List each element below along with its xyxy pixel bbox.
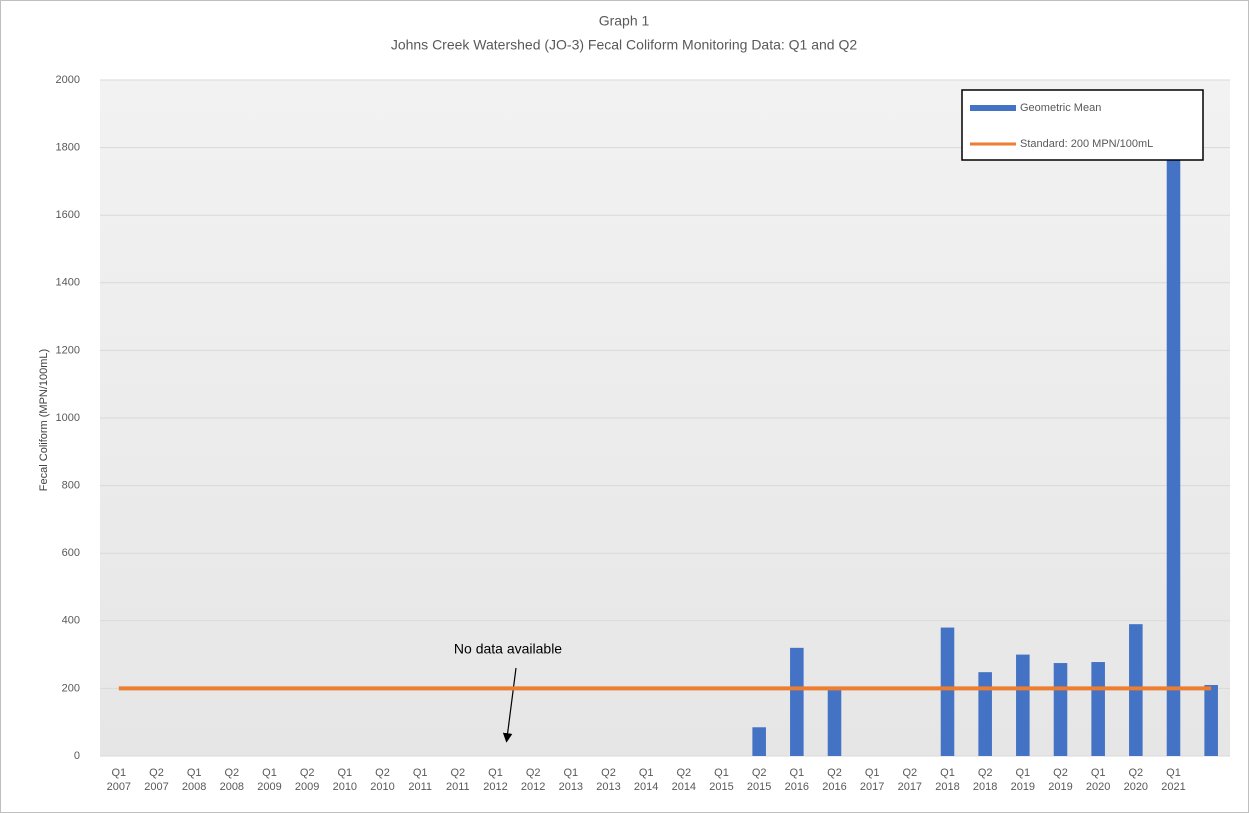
y-tick-label: 0 bbox=[74, 750, 80, 762]
y-tick-label: 200 bbox=[62, 682, 80, 694]
x-tick-label: Q2 2019 bbox=[1048, 767, 1073, 793]
y-tick-label: 1000 bbox=[56, 412, 80, 424]
bar bbox=[790, 647, 804, 756]
bar bbox=[978, 672, 992, 756]
x-tick-label: Q2 2011 bbox=[446, 767, 470, 793]
x-tick-label: Q2 2013 bbox=[596, 767, 621, 793]
y-tick-label: 400 bbox=[62, 615, 80, 627]
y-tick-label: 2000 bbox=[56, 74, 80, 86]
annotation-arrow bbox=[502, 667, 517, 743]
legend-box bbox=[961, 89, 1204, 161]
x-tick-label: Q1 2009 bbox=[257, 767, 282, 793]
x-tick-label: Q2 2014 bbox=[671, 767, 697, 793]
x-tick-label: Q1 2007 bbox=[106, 767, 132, 793]
x-tick-label: Q1 2015 bbox=[709, 767, 734, 793]
x-tick-label: Q1 2019 bbox=[1010, 767, 1036, 793]
y-tick-label: 600 bbox=[62, 547, 80, 559]
x-tick-label: Q1 2021 bbox=[1161, 767, 1186, 793]
y-axis-label: Fecal Coliform (MPN/100mL) bbox=[38, 349, 50, 491]
bar bbox=[940, 627, 955, 756]
legend-label: Geometric Mean bbox=[1020, 102, 1101, 114]
bar bbox=[827, 690, 842, 756]
x-tick-label: Q2 2015 bbox=[746, 767, 772, 793]
legend-label: Standard: 200 MPN/100mL bbox=[1020, 138, 1153, 150]
x-tick-label: Q2 2020 bbox=[1123, 767, 1149, 793]
x-tick-label: Q1 2018 bbox=[935, 767, 960, 793]
y-tick-label: 1600 bbox=[56, 209, 80, 221]
x-tick-label: Q1 2013 bbox=[558, 767, 584, 793]
x-tick-label: Q1 2008 bbox=[181, 767, 207, 793]
x-tick-label: Q1 2012 bbox=[483, 767, 508, 793]
x-tick-label: Q2 2017 bbox=[897, 767, 923, 793]
x-tick-label: Q1 2016 bbox=[784, 767, 810, 793]
legend-swatch bbox=[970, 105, 1016, 111]
x-tick-label: Q2 2018 bbox=[972, 767, 998, 793]
x-tick-label: Q2 2010 bbox=[370, 767, 395, 793]
annotation: No data available bbox=[454, 641, 562, 657]
x-tick-label: Q2 2008 bbox=[219, 767, 245, 793]
y-tick-label: 1200 bbox=[56, 344, 80, 356]
bar bbox=[1091, 662, 1105, 756]
bar bbox=[1053, 663, 1068, 756]
x-tick-label: Q2 2009 bbox=[294, 767, 320, 793]
y-tick-label: 1400 bbox=[56, 277, 80, 289]
bar bbox=[1204, 685, 1218, 756]
y-tick-label: 800 bbox=[62, 480, 80, 492]
chart-title: Graph 1 bbox=[599, 13, 650, 29]
bar bbox=[752, 727, 766, 756]
x-tick-label: Q2 2007 bbox=[144, 767, 169, 793]
chart-subtitle: Johns Creek Watershed (JO-3) Fecal Colif… bbox=[391, 37, 858, 53]
x-tick-label: Q2 2016 bbox=[822, 767, 847, 793]
x-tick-label: Q1 2017 bbox=[859, 767, 885, 793]
y-tick-label: 1800 bbox=[56, 142, 80, 154]
x-tick-label: Q1 2011 bbox=[408, 767, 432, 793]
x-tick-label: Q2 2012 bbox=[520, 767, 546, 793]
x-tick-label: Q1 2010 bbox=[332, 767, 358, 793]
x-tick-label: Q1 2020 bbox=[1085, 767, 1111, 793]
bar bbox=[1166, 154, 1181, 757]
bar bbox=[1016, 654, 1030, 756]
x-tick-label: Q1 2014 bbox=[633, 767, 659, 793]
